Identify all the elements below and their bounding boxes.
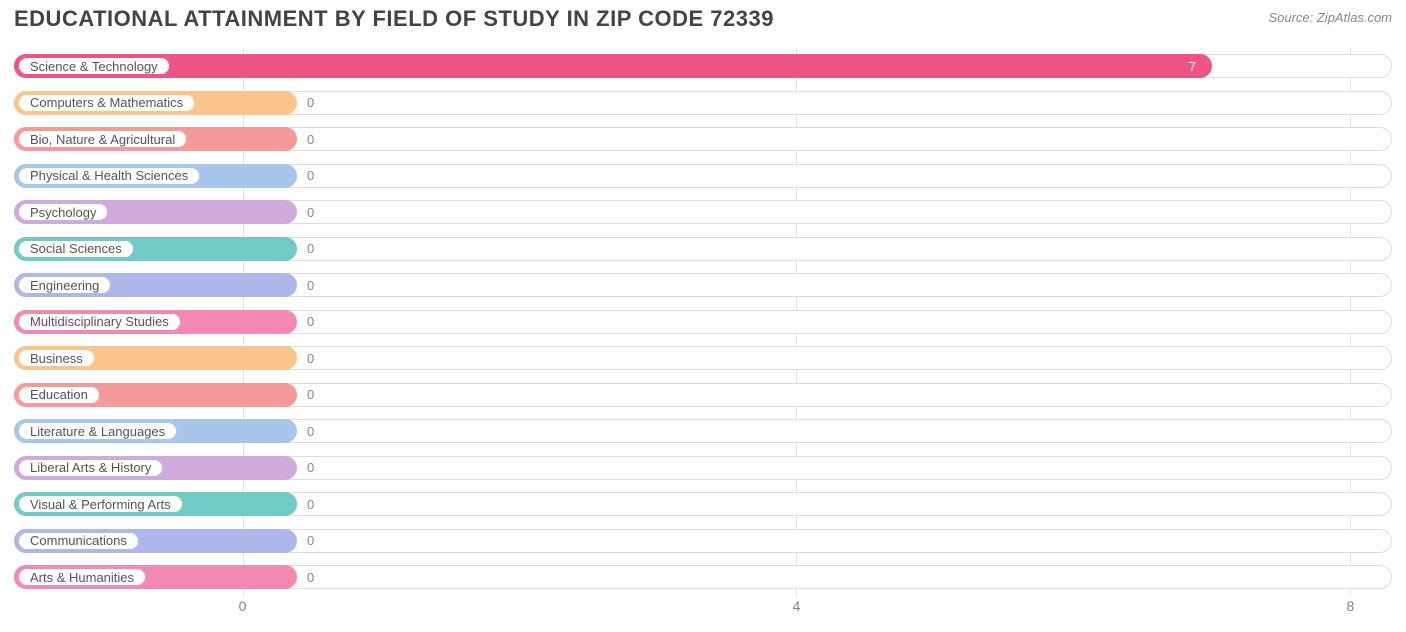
bar-value: 0: [297, 200, 314, 224]
x-tick-label: 8: [1347, 598, 1355, 614]
bar-value: 7: [14, 54, 1212, 78]
bar-value: 0: [297, 419, 314, 443]
bar-value: 0: [297, 164, 314, 188]
bar-label-pill: Literature & Languages: [18, 422, 177, 440]
bar-row: Education 0: [14, 377, 1392, 414]
bar-row: Bio, Nature & Agricultural 0: [14, 121, 1392, 158]
bar-row: Communications 0: [14, 523, 1392, 560]
bar-row: Psychology 0: [14, 194, 1392, 231]
bar-label-pill: Computers & Mathematics: [18, 94, 195, 112]
bar-value: 0: [297, 565, 314, 589]
bar-value: 0: [297, 91, 314, 115]
bar-label-pill: Engineering: [18, 276, 111, 294]
bar-label-pill: Communications: [18, 532, 139, 550]
x-tick-label: 0: [239, 598, 247, 614]
bar-value: 0: [297, 456, 314, 480]
bar-row: Literature & Languages 0: [14, 413, 1392, 450]
bar-value: 0: [297, 346, 314, 370]
source-citation: Source: ZipAtlas.com: [1268, 10, 1392, 25]
bar-label-pill: Liberal Arts & History: [18, 459, 163, 477]
bar-label-pill: Visual & Performing Arts: [18, 495, 183, 513]
x-tick-label: 4: [793, 598, 801, 614]
plot-area: Science & Technology7Computers & Mathema…: [14, 48, 1392, 596]
bar-row: Arts & Humanities 0: [14, 559, 1392, 596]
bar-row: Engineering 0: [14, 267, 1392, 304]
bar-row: Computers & Mathematics 0: [14, 85, 1392, 122]
bar-row: Physical & Health Sciences 0: [14, 158, 1392, 195]
bar-label-pill: Business: [18, 349, 95, 367]
bar-row: Business 0: [14, 340, 1392, 377]
bar-value: 0: [297, 529, 314, 553]
bar-label-pill: Bio, Nature & Agricultural: [18, 130, 187, 148]
bar-label-pill: Education: [18, 386, 100, 404]
x-axis: 0 4 8: [14, 598, 1392, 624]
bar-label-pill: Arts & Humanities: [18, 568, 146, 586]
chart-title: EDUCATIONAL ATTAINMENT BY FIELD OF STUDY…: [14, 6, 774, 32]
bar-label-pill: Multidisciplinary Studies: [18, 313, 181, 331]
bar-value: 0: [297, 237, 314, 261]
bar-value: 0: [297, 273, 314, 297]
bar-label-pill: Physical & Health Sciences: [18, 167, 200, 185]
bar-row: Science & Technology7: [14, 48, 1392, 85]
bar-value: 0: [297, 492, 314, 516]
bar-value: 0: [297, 310, 314, 334]
bars-layer: Science & Technology7Computers & Mathema…: [14, 48, 1392, 596]
bar-value: 0: [297, 383, 314, 407]
bar-row: Multidisciplinary Studies 0: [14, 304, 1392, 341]
bar-row: Liberal Arts & History 0: [14, 450, 1392, 487]
bar-label-pill: Social Sciences: [18, 240, 134, 258]
bar-row: Social Sciences 0: [14, 231, 1392, 268]
bar-value: 0: [297, 127, 314, 151]
bar-label-pill: Psychology: [18, 203, 108, 221]
bar-row: Visual & Performing Arts 0: [14, 486, 1392, 523]
